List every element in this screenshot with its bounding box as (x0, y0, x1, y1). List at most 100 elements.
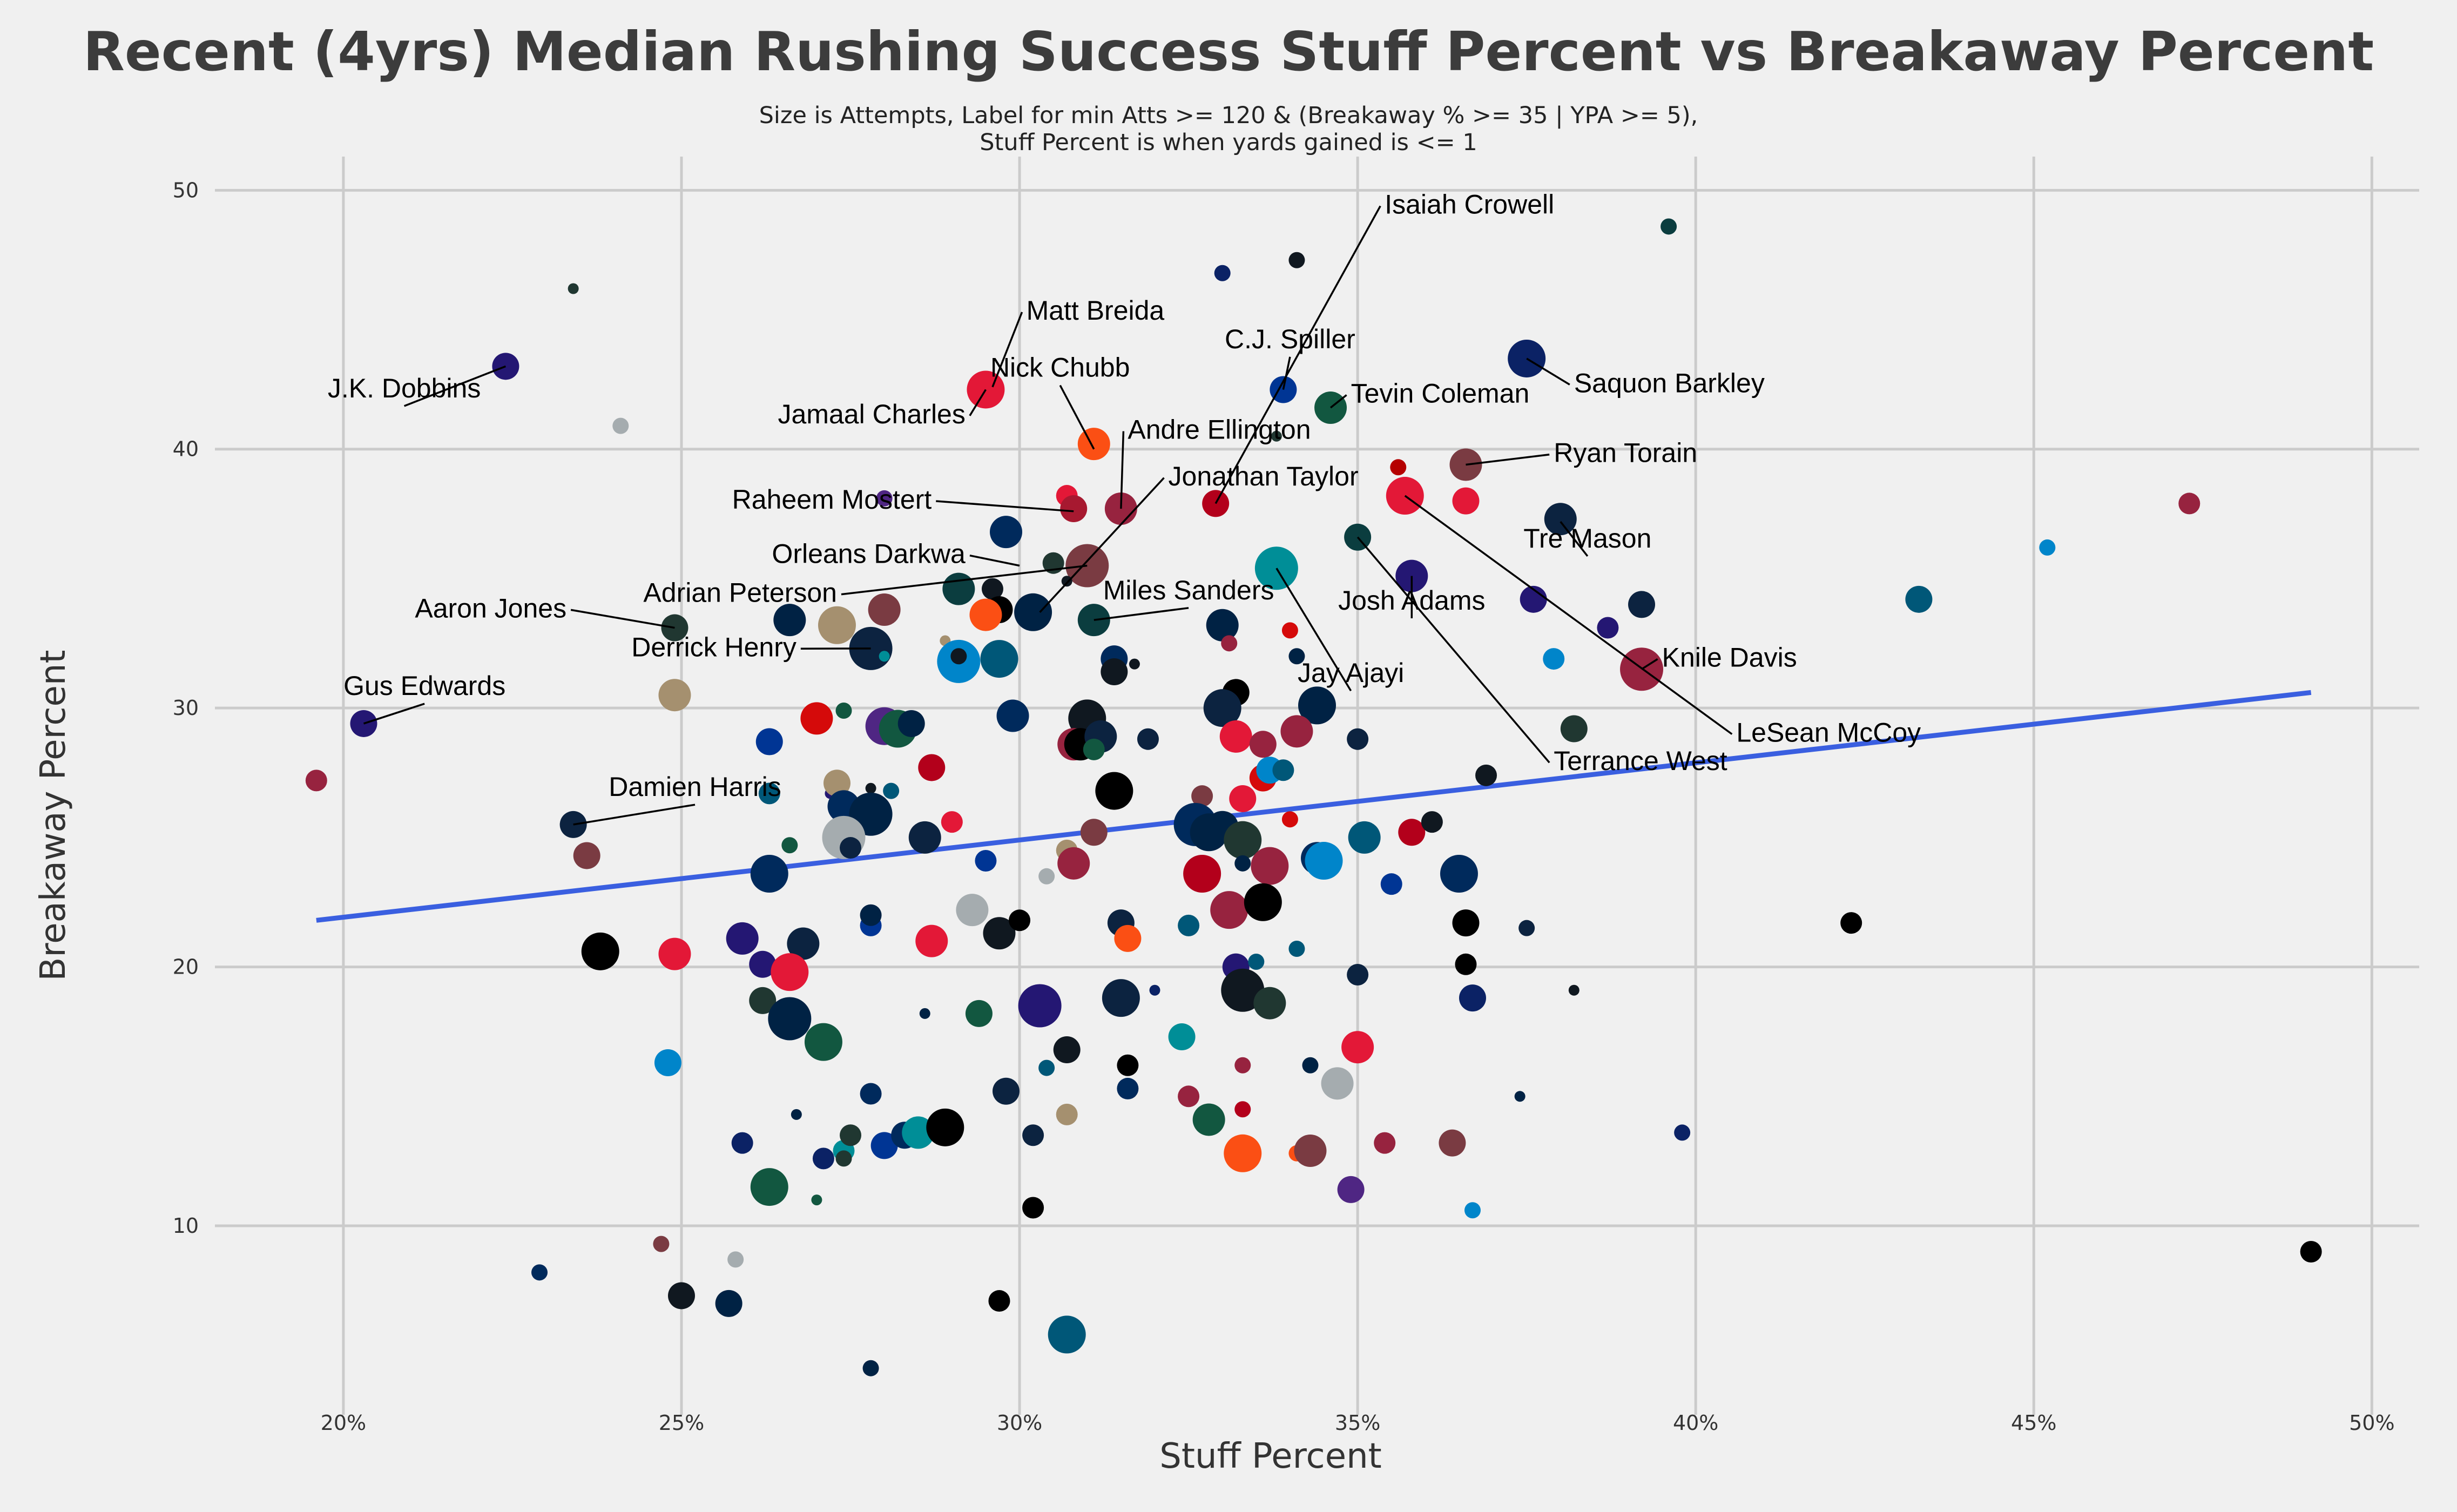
data-point (1234, 1101, 1251, 1118)
data-point (1048, 1315, 1086, 1354)
data-point (941, 811, 963, 833)
data-point (818, 606, 856, 644)
label-leader-line (1404, 495, 1733, 735)
data-point (1168, 1023, 1196, 1051)
label-leader-line (1282, 356, 1291, 390)
data-point (1475, 764, 1497, 786)
data-point (1206, 609, 1239, 642)
data-point (1298, 686, 1336, 725)
player-label: Derrick Henry (631, 632, 796, 662)
data-point (727, 1251, 744, 1268)
data-point (862, 1360, 879, 1376)
data-point (1249, 731, 1277, 758)
data-point (658, 937, 691, 970)
label-leader-line (570, 609, 675, 629)
y-tick-label: 40 (173, 437, 199, 461)
label-leader-line (936, 500, 1074, 512)
data-point (1253, 987, 1286, 1020)
data-point (1520, 585, 1547, 613)
x-tick-label: 40% (1673, 1411, 1718, 1435)
data-point (902, 1116, 935, 1149)
data-point (1272, 759, 1294, 781)
data-point (1018, 984, 1062, 1028)
player-label: Tevin Coleman (1351, 378, 1530, 408)
data-point (1347, 963, 1369, 986)
data-point (1280, 715, 1313, 748)
data-point (1014, 593, 1052, 631)
label-leader-line (1039, 477, 1165, 613)
data-point (918, 754, 946, 781)
data-point (975, 850, 997, 872)
player-label: J.K. Dobbins (328, 373, 481, 403)
data-point (1102, 979, 1140, 1017)
y-axis-ticks: 10 20 30 40 50 (173, 178, 199, 1238)
data-point (990, 516, 1023, 549)
data-point (1560, 715, 1588, 742)
label-leader-line (1120, 431, 1125, 509)
player-label: Miles Sanders (1103, 575, 1274, 605)
player-label: Terrance West (1554, 746, 1727, 776)
data-point (1083, 738, 1105, 760)
data-point (758, 782, 780, 805)
data-point (750, 855, 788, 893)
data-point (870, 1132, 898, 1159)
data-point (823, 770, 850, 797)
player-label: Knile Davis (1662, 642, 1797, 672)
data-point (1544, 503, 1577, 536)
data-point (1114, 924, 1142, 952)
data-point (1628, 591, 1656, 618)
label-leader-line (1214, 205, 1381, 504)
data-point (1192, 1103, 1225, 1136)
player-label: Nick Chubb (990, 353, 1130, 383)
data-point (1452, 909, 1480, 937)
x-tick-label: 45% (2011, 1411, 2056, 1435)
data-point (1305, 842, 1343, 880)
x-axis-ticks: 20% 25% 30% 35% 40% 45% 50% (321, 1411, 2395, 1435)
data-point (1061, 576, 1072, 587)
data-point (1347, 728, 1369, 750)
data-point (981, 578, 1003, 600)
data-point (1294, 1134, 1327, 1167)
data-point (1221, 635, 1238, 652)
data-point (1288, 252, 1305, 268)
data-point (755, 728, 783, 755)
data-point (1348, 821, 1381, 854)
data-point (1077, 428, 1110, 461)
data-point (969, 598, 1002, 631)
label-leader-line (991, 312, 1023, 388)
data-point (1288, 648, 1305, 665)
data-point (1137, 728, 1159, 750)
chart-subtitle-line-1: Size is Attempts, Label for min Atts >= … (759, 102, 1698, 129)
player-label: Ryan Torain (1554, 438, 1697, 468)
data-point (1183, 855, 1221, 893)
data-point (2300, 1240, 2322, 1263)
data-point (1321, 1067, 1354, 1100)
data-point (980, 640, 1018, 678)
chart-title: Recent (4yrs) Median Rushing Success Stu… (83, 20, 2374, 83)
data-point (1281, 622, 1298, 639)
data-point (1234, 1057, 1251, 1074)
data-point (1337, 1176, 1365, 1203)
label-leader-line (1356, 536, 1550, 764)
data-point (667, 1282, 695, 1310)
data-point (531, 1264, 548, 1281)
data-point (781, 837, 798, 854)
data-point (1398, 819, 1426, 846)
player-label: Orleans Darkwa (772, 539, 966, 569)
data-point (749, 950, 777, 978)
data-point (860, 904, 882, 926)
data-point (1224, 1134, 1262, 1172)
data-point (1244, 883, 1282, 921)
data-point (731, 1132, 753, 1154)
data-point (800, 702, 833, 735)
grid-lines (215, 157, 2419, 1415)
player-label: Matt Breida (1027, 295, 1165, 326)
data-point (787, 927, 820, 960)
data-point (1905, 585, 1933, 613)
data-point (1056, 1103, 1078, 1125)
label-leader-line (403, 365, 507, 407)
player-label: LeSean McCoy (1736, 717, 1921, 747)
data-point (1459, 984, 1486, 1012)
label-leader-line (1560, 521, 1589, 557)
player-label: Isaiah Crowell (1385, 189, 1554, 219)
